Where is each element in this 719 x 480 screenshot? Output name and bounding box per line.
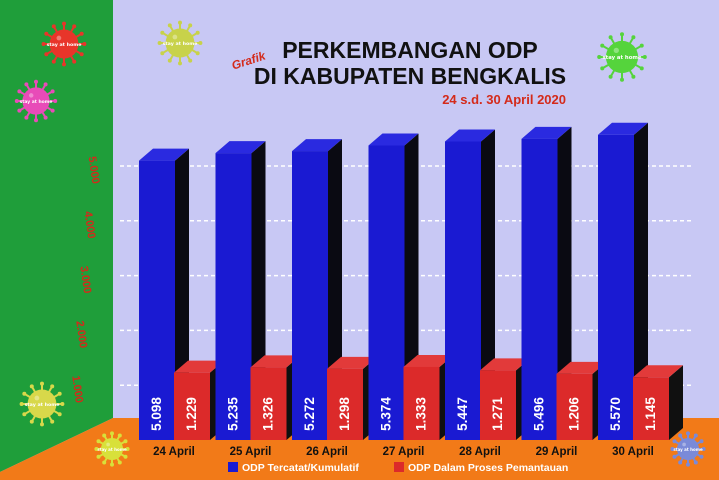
bar-blue	[139, 160, 175, 441]
bar-red-top	[480, 358, 530, 371]
y-tick-label: 5.000	[86, 156, 102, 185]
data-label-blue: 5.235	[226, 397, 241, 431]
bar-red-side	[669, 365, 683, 440]
bar-red	[327, 368, 363, 440]
data-label-blue: 5.098	[149, 397, 164, 431]
y-tick-label: 2.000	[73, 320, 89, 349]
virus-icon: stay at home	[157, 20, 203, 66]
chart-title-line2: DI KABUPATEN BENGKALIS	[254, 63, 566, 89]
legend-label-blue: ODP Tercatat/Kumulatif	[242, 462, 359, 474]
legend: ODP Tercatat/Kumulatif ODP Dalam Proses …	[228, 462, 568, 474]
data-label-red: 1.145	[643, 397, 658, 431]
legend-label-red: ODP Dalam Proses Pemantauan	[408, 462, 568, 474]
virus-decorations: stay at home stay at home stay at home stay…	[14, 20, 706, 467]
virus-label: stay at home	[97, 447, 127, 452]
chart-subtitle: 24 s.d. 30 April 2020	[442, 92, 566, 107]
bar-blue-side	[557, 126, 572, 440]
x-tick-label: 27 April	[383, 446, 425, 458]
x-tick-label: 26 April	[306, 446, 348, 458]
virus-label: stay at home	[20, 99, 53, 105]
data-label-red: 1.229	[184, 397, 199, 431]
bar-red	[480, 370, 516, 440]
bar-red	[174, 372, 210, 440]
data-label-blue: 5.570	[608, 397, 623, 431]
bar-red	[250, 367, 287, 440]
virus-icon: stay at home	[597, 32, 647, 82]
bar-group: 5.570 1.145	[598, 122, 683, 440]
data-label-blue: 5.374	[379, 397, 394, 431]
chart-title-line1: PERKEMBANGAN ODP	[282, 37, 538, 63]
virus-label: stay at home	[673, 447, 703, 452]
bar-blue	[292, 151, 328, 440]
bar-blue-top	[215, 141, 266, 154]
data-label-red: 1.206	[567, 397, 582, 431]
bar-red-top	[556, 361, 607, 374]
bar-red-top	[403, 354, 454, 367]
x-tick-label: 30 April	[612, 446, 654, 458]
data-label-blue: 5.496	[532, 397, 547, 431]
virus-icon: stay at home	[19, 381, 65, 427]
virus-label: stay at home	[47, 42, 82, 48]
bar-blue-top	[292, 139, 342, 152]
virus-icon: stay at home	[94, 431, 130, 467]
legend-swatch-blue	[228, 462, 238, 472]
bar-red	[403, 366, 440, 440]
y-tick-label: 3.000	[77, 265, 93, 294]
virus-label: stay at home	[25, 402, 60, 408]
bar-blue-top	[598, 122, 648, 135]
y-axis-ticks: 1.000 2.000 3.000 4.000 5.000	[69, 156, 101, 404]
x-tick-label: 25 April	[230, 446, 272, 458]
virus-label: stay at home	[163, 41, 198, 47]
bar-blue	[521, 138, 558, 440]
x-axis-labels: 24 April 25 April 26 April 27 April 28 April…	[153, 446, 654, 458]
virus-icon: stay at home	[670, 431, 706, 467]
data-label-red: 1.271	[490, 397, 505, 431]
bar-blue	[445, 141, 481, 440]
bar-blue	[368, 145, 405, 440]
bar-red	[633, 377, 669, 440]
bar-red-top	[250, 355, 301, 368]
x-tick-label: 28 April	[459, 446, 501, 458]
y-tick-label: 4.000	[82, 210, 98, 239]
bar-blue	[215, 153, 252, 440]
y-tick-label: 1.000	[69, 375, 85, 404]
virus-icon: stay at home	[41, 21, 87, 67]
bar-red	[556, 373, 593, 440]
bar-blue-side	[634, 122, 648, 440]
bar-blue-top	[445, 129, 495, 142]
x-tick-label: 24 April	[153, 446, 195, 458]
data-label-blue: 5.272	[302, 397, 317, 431]
bar-group: 5.374 1.333	[368, 133, 454, 440]
data-label-red: 1.333	[414, 397, 429, 431]
virus-icon: stay at home	[14, 79, 58, 123]
bar-red-top	[633, 365, 683, 378]
bar-series: 5.098 1.229 5.235 1.326 5.272 1.298 5.374 1.333…	[139, 122, 683, 441]
bar-blue-top	[521, 126, 572, 139]
bar-blue	[598, 134, 634, 440]
virus-label: stay at home	[603, 55, 642, 61]
bar-red-top	[174, 360, 224, 373]
data-label-red: 1.326	[261, 397, 276, 431]
data-label-red: 1.298	[337, 397, 352, 431]
bar-blue-top	[139, 148, 189, 161]
x-tick-label: 29 April	[536, 446, 578, 458]
bar-red-top	[327, 356, 377, 369]
bar-blue-top	[368, 133, 419, 146]
data-label-blue: 5.447	[455, 397, 470, 431]
legend-swatch-red	[394, 462, 404, 472]
